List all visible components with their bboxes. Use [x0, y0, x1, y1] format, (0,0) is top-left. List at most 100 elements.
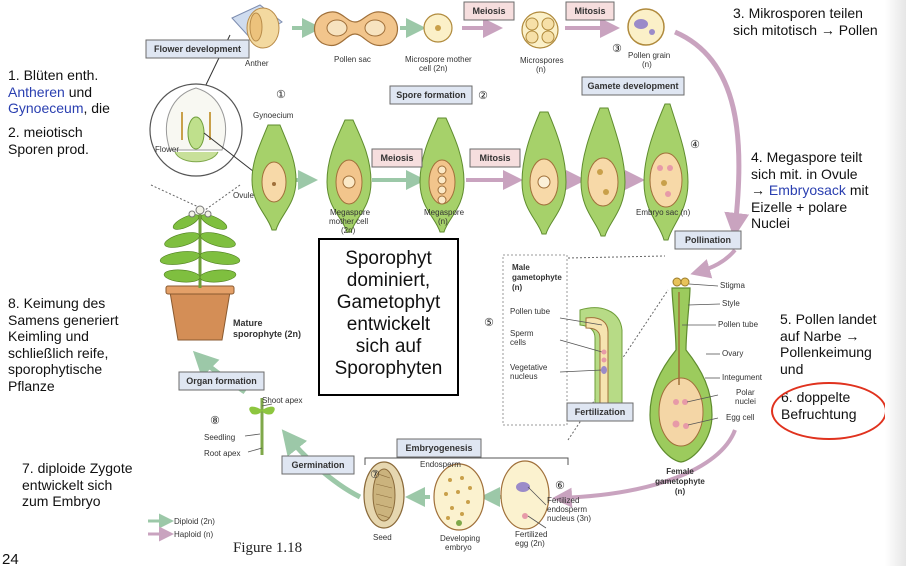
note-5-line-1: 5. Pollen landet [780, 311, 877, 327]
seedling-drawing [244, 398, 275, 455]
label-pollen-tube-left: Pollen tube [510, 307, 551, 316]
pollen-grain-drawing [627, 8, 665, 46]
label-female-3: (n) [675, 487, 686, 496]
summary-line-2: dominiert, [346, 270, 431, 291]
note-8: 8. Keimung des Samens generiert Keimling… [8, 295, 119, 394]
note-8-line-3: Keimling und [8, 328, 89, 344]
mature-plant-drawing [159, 205, 241, 341]
note-4-line-3: → Embryosack mit [751, 182, 868, 199]
box-gamete-development: Gamete development [587, 81, 678, 91]
note-5-line-4: und [780, 360, 804, 377]
label-pollen-grain-1: Pollen grain [628, 51, 670, 60]
step-3: ③ [612, 42, 622, 55]
arrow-pollination-to-female [690, 248, 737, 279]
note-1-line-2: Antheren und [8, 84, 110, 101]
note-3-line-2: sich mitotisch → Pollen [733, 21, 878, 38]
label-mature-1: Mature [233, 318, 263, 328]
summary-line-1: Sporophyt [345, 248, 432, 269]
label-gynoecium: Gynoecium [253, 111, 294, 120]
step-1: ① [276, 88, 286, 101]
box-flower-development: Flower development [154, 44, 241, 54]
label-fert-endo-1: Fertilized [547, 496, 579, 505]
label-seed: Seed [373, 533, 392, 542]
label-seedling: Seedling [204, 433, 235, 442]
label-stigma: Stigma [720, 281, 745, 290]
note-4-line-5: Nuclei [751, 215, 790, 231]
summary-line-4: entwickelt [346, 314, 431, 335]
note-8-line-4: schließlich reife, [8, 344, 109, 361]
arrow-female-to-fertilized [552, 429, 737, 508]
label-male-gametophyte-3: (n) [512, 283, 523, 292]
note-1: 1. Blüten enth. Antheren und Gynoeceum, … [8, 67, 110, 117]
link-embryosack[interactable]: Embryosack [768, 182, 846, 198]
box-pollination: Pollination [685, 235, 731, 245]
note-4: 4. Megaspore teilt sich mit. in Ovule → … [751, 149, 868, 232]
male-gametophyte-panel [502, 254, 623, 426]
label-megaspore-mother-3: (2n) [341, 226, 356, 235]
label-ovary: Ovary [722, 349, 743, 358]
label-megaspore-mother-2: mother cell [329, 217, 368, 226]
flower-drawing [149, 83, 259, 177]
note-7: 7. diploide Zygote entwickelt sich zum E… [22, 460, 133, 510]
link-antheren[interactable]: Antheren [8, 83, 65, 100]
note-4-line-4: Eizelle + polare [751, 198, 848, 215]
link-gynoeceum[interactable]: Gynoeceum [8, 100, 84, 116]
page-number: 24 [2, 551, 19, 568]
label-ovule: Ovule [233, 191, 254, 200]
microspore-mother-cell-drawing [423, 13, 453, 43]
note-3: 3. Mikrosporen teilen sich mitotisch → P… [733, 5, 878, 38]
note-3-line-1: 3. Mikrosporen teilen [733, 5, 863, 21]
label-style: Style [722, 299, 740, 308]
label-fert-endo-3: nucleus (3n) [547, 514, 591, 523]
note-7-line-1: 7. diploide Zygote [22, 460, 133, 476]
label-megaspore-mother-1: Megaspore [330, 208, 371, 217]
guide-lines [150, 184, 669, 441]
box-meiosis-mid: Meiosis [380, 153, 413, 163]
note-1-line-3: Gynoeceum, die [8, 100, 110, 117]
highlight-oval [771, 382, 887, 440]
note-5-line-3: Pollenkeimung [780, 344, 872, 360]
note-1-line-1: 1. Blüten enth. [8, 67, 99, 83]
ovule-row [251, 103, 689, 241]
note-4-line-2: sich mit. in Ovule [751, 165, 858, 182]
note-4-line-1: 4. Megaspore teilt [751, 149, 863, 165]
box-fertilization: Fertilization [575, 407, 626, 417]
label-polar-2: nuclei [735, 397, 756, 406]
label-microspores-2: (n) [536, 65, 546, 74]
step-6: ⑥ [555, 479, 565, 492]
label-anther: Anther [245, 59, 269, 68]
note-7-line-3: zum Embryo [22, 493, 101, 509]
summary-line-5: sich auf [355, 336, 422, 357]
note-8-line-2: Samens generiert [8, 311, 119, 328]
female-gametophyte-drawing [649, 277, 721, 463]
stage-boxes: Flower development Spore formation Gamet… [145, 1, 742, 475]
label-egg-cell: Egg cell [726, 413, 755, 422]
label-root-apex: Root apex [204, 449, 240, 458]
legend-haploid: Haploid (n) [174, 530, 213, 539]
embryogenesis-bracket [364, 457, 569, 465]
label-vegetative-1: Vegetative [510, 363, 548, 372]
label-microspore-mother-1: Microspore mother [405, 55, 472, 64]
step-4: ④ [690, 138, 700, 151]
summary-box: Sporophyt dominiert, Gametophyt entwicke… [318, 238, 459, 396]
label-pollen-grain-2: (n) [642, 60, 652, 69]
note-8-line-1: 8. Keimung des [8, 295, 106, 311]
note-2-line-1: 2. meiotisch [8, 124, 83, 140]
note-4-mit: mit [849, 182, 869, 198]
summary-line-3: Gametophyt [336, 292, 441, 313]
label-male-gametophyte-2: gametophyte [512, 273, 562, 282]
seed-drawing [363, 461, 405, 529]
note-1-die: , die [83, 100, 110, 116]
label-mature-2: sporophyte (2n) [233, 329, 301, 339]
label-integument: Integument [722, 373, 763, 382]
label-fert-endo-2: endosperm [547, 505, 587, 514]
step-8: ⑧ [210, 414, 220, 427]
note-5-line-2: auf Narbe → [780, 327, 860, 344]
note-2-line-2: Sporen prod. [8, 140, 89, 157]
legend: Diploid (2n) Haploid (n) [148, 513, 215, 542]
box-meiosis-top: Meiosis [472, 6, 505, 16]
label-microspore-mother-2: cell (2n) [419, 64, 448, 73]
label-male-gametophyte-1: Male [512, 263, 530, 272]
label-flower: Flower [155, 145, 179, 154]
